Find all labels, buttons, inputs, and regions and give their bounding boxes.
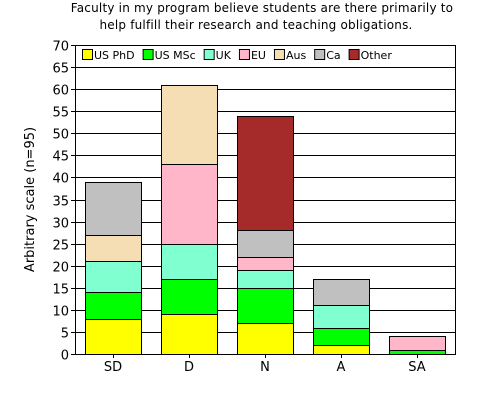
bar-segment <box>85 292 142 320</box>
legend-label: Ca <box>326 49 340 62</box>
bar-segment <box>161 314 218 355</box>
x-tick-label: D <box>184 360 194 375</box>
bar-segment <box>313 328 370 346</box>
y-tick-label: 45 <box>52 150 69 165</box>
y-tick-label: 35 <box>52 195 69 210</box>
legend-swatch <box>314 49 326 60</box>
x-tick-label: A <box>337 360 346 375</box>
legend-label: UK <box>216 49 232 62</box>
legend-swatch <box>82 49 93 60</box>
bar-segment <box>161 85 218 165</box>
bar-segment <box>85 261 142 293</box>
y-tick-label: 10 <box>52 305 69 320</box>
y-tick-label: 55 <box>52 106 69 121</box>
plot-frame <box>75 45 456 355</box>
y-tick-label: 25 <box>52 239 69 254</box>
y-axis-label: Arbitrary scale (n=95) <box>23 127 38 272</box>
bar-segment <box>237 257 294 271</box>
bar-segment <box>85 235 142 262</box>
bar-segment <box>161 244 218 280</box>
bar-segment <box>313 279 370 306</box>
chart-title-line-2: help fulfill their research and teaching… <box>99 18 413 32</box>
bar-segment <box>389 350 446 355</box>
y-tick-label: 30 <box>52 217 69 232</box>
legend-label: US PhD <box>94 49 135 62</box>
x-tick-label: SD <box>104 360 122 375</box>
legend-swatch <box>142 49 154 60</box>
x-tick-label: SA <box>408 360 425 375</box>
y-tick-label: 70 <box>52 40 69 55</box>
y-tick-label: 50 <box>52 128 69 143</box>
chart-title-line-1: Faculty in my program believe students a… <box>70 1 454 15</box>
bar-segment <box>313 305 370 329</box>
bar-segment <box>237 288 294 324</box>
legend-swatch <box>273 49 285 60</box>
y-tick-label: 65 <box>52 62 69 77</box>
x-tick-label: N <box>260 360 270 375</box>
bar-segment <box>237 230 294 258</box>
bar-segment <box>237 116 294 231</box>
bar-segment <box>237 323 294 355</box>
legend-label: US MSc <box>155 49 196 62</box>
legend-label: Other <box>361 49 393 62</box>
bar-segment <box>85 319 142 355</box>
y-tick-label: 5 <box>61 327 69 342</box>
y-tick-label: 15 <box>52 283 69 298</box>
bar-segment <box>85 182 142 236</box>
legend-label: EU <box>251 49 266 62</box>
bar-segment <box>237 270 294 289</box>
legend-swatch <box>238 49 250 60</box>
y-tick-label: 0 <box>61 349 69 364</box>
bar-segment <box>161 164 218 245</box>
y-tick-label: 20 <box>52 261 69 276</box>
bar-segment <box>313 345 370 355</box>
legend-swatch <box>203 49 215 60</box>
bar-segment <box>389 336 446 351</box>
bar-segment <box>161 279 218 315</box>
legend-swatch <box>348 49 360 60</box>
y-tick-label: 60 <box>52 84 69 99</box>
legend-label: Aus <box>286 49 306 62</box>
y-tick-label: 40 <box>52 172 69 187</box>
